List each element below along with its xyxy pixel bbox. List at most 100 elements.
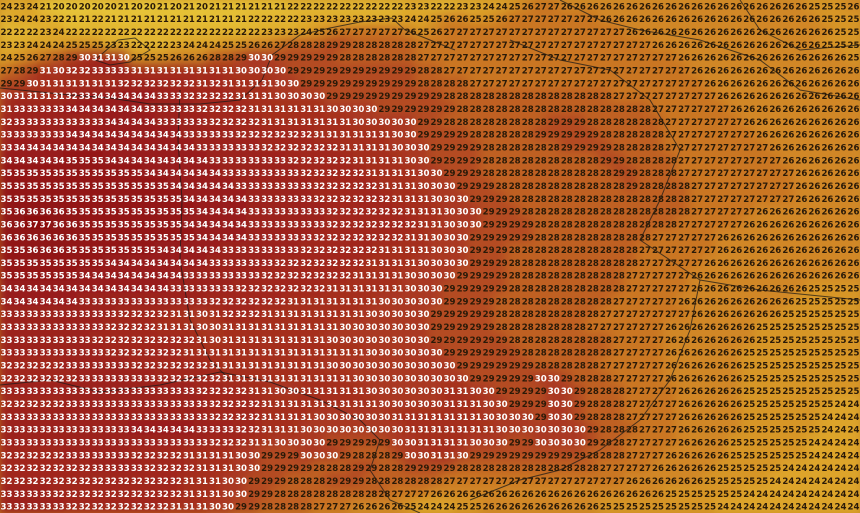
temp-label: 28: [535, 169, 547, 179]
temp-label: 29: [496, 233, 508, 243]
temp-label: 31: [339, 310, 351, 320]
temp-label: 27: [717, 131, 729, 141]
temp-label: 31: [365, 400, 377, 410]
temp-label: 31: [261, 374, 273, 384]
temp-label: 25: [769, 387, 781, 397]
temp-cell: [571, 10, 589, 28]
temp-label: 26: [808, 259, 820, 269]
temp-label: 28: [522, 208, 534, 218]
temp-label: 26: [522, 2, 534, 12]
temp-label: 33: [131, 387, 143, 397]
temp-label: 33: [53, 336, 65, 346]
temp-label: 27: [600, 67, 612, 77]
temp-label: 28: [600, 374, 612, 384]
temp-label: 27: [1, 67, 13, 77]
temp-label: 27: [535, 41, 547, 51]
temp-label: 29: [535, 413, 547, 423]
temp-label: 30: [457, 374, 469, 384]
temp-label: 36: [40, 246, 52, 256]
temp-label: 35: [92, 220, 104, 230]
temp-label: 27: [509, 54, 521, 64]
temp-label: 33: [183, 297, 195, 307]
temp-label: 33: [287, 246, 299, 256]
temp-label: 28: [626, 118, 638, 128]
temp-label: 30: [326, 413, 338, 423]
temp-cell: [649, 23, 667, 41]
temp-label: 21: [209, 2, 221, 12]
temp-label: 30: [444, 259, 456, 269]
temp-label: 35: [66, 246, 78, 256]
temp-label: 26: [404, 28, 416, 38]
temp-label: 31: [313, 362, 325, 372]
temp-label: 30: [313, 426, 325, 436]
temp-label: 32: [209, 374, 221, 384]
temp-label: 26: [782, 67, 794, 77]
temp-label: 26: [848, 143, 860, 153]
temp-label: 36: [53, 233, 65, 243]
temp-label: 28: [639, 118, 651, 128]
temp-label: 33: [118, 374, 130, 384]
temp-label: 27: [613, 92, 625, 102]
temp-label: 31: [404, 169, 416, 179]
temp-label: 28: [548, 336, 560, 346]
temp-cell: [467, 36, 485, 54]
temp-label: 34: [170, 143, 182, 153]
temp-label: 26: [821, 28, 833, 38]
temp-label: 28: [548, 220, 560, 230]
temp-label: 30: [431, 297, 443, 307]
temp-label: 20: [170, 2, 182, 12]
temp-label: 28: [613, 208, 625, 218]
temp-label: 30: [339, 413, 351, 423]
temp-label: 28: [535, 310, 547, 320]
temp-label: 32: [391, 208, 403, 218]
temp-label: 33: [261, 195, 273, 205]
temp-label: 30: [509, 426, 521, 436]
temp-label: 27: [665, 233, 677, 243]
temp-cell: [493, 23, 511, 41]
temp-label: 28: [665, 195, 677, 205]
temp-label: 27: [691, 182, 703, 192]
temp-label: 26: [639, 15, 651, 25]
temp-label: 26: [704, 323, 716, 333]
temp-label: 29: [522, 400, 534, 410]
temp-label: 25: [235, 41, 247, 51]
temp-label: 30: [483, 387, 495, 397]
temp-label: 27: [457, 67, 469, 77]
temp-label: 29: [457, 323, 469, 333]
temp-label: 26: [691, 374, 703, 384]
temp-label: 31: [352, 297, 364, 307]
temp-label: 29: [587, 143, 599, 153]
temp-label: 26: [795, 118, 807, 128]
temp-label: 28: [522, 92, 534, 102]
temp-label: 34: [222, 220, 234, 230]
temp-label: 35: [1, 169, 13, 179]
temp-label: 26: [678, 413, 690, 423]
temp-label: 26: [782, 272, 794, 282]
temp-label: 31: [40, 67, 52, 77]
temp-label: 33: [222, 246, 234, 256]
temp-label: 25: [795, 374, 807, 384]
temp-cell: [193, 36, 211, 54]
temp-label: 25: [848, 374, 860, 384]
temp-label: 34: [118, 92, 130, 102]
temp-label: 32: [274, 131, 286, 141]
temp-label: 25: [848, 41, 860, 51]
temp-label: 30: [404, 362, 416, 372]
temp-label: 27: [678, 233, 690, 243]
temp-label: 28: [352, 451, 364, 461]
temp-label: 32: [352, 169, 364, 179]
temp-label: 26: [808, 105, 820, 115]
temp-label: 26: [769, 67, 781, 77]
temp-label: 28: [626, 195, 638, 205]
temp-label: 28: [522, 143, 534, 153]
temp-label: 30: [313, 451, 325, 461]
temp-label: 31: [274, 323, 286, 333]
temp-label: 28: [639, 182, 651, 192]
temp-label: 28: [496, 118, 508, 128]
temp-label: 34: [14, 285, 26, 295]
temp-label: 33: [144, 297, 156, 307]
temp-label: 33: [40, 349, 52, 359]
temp-cell: [180, 49, 198, 67]
temp-label: 33: [196, 426, 208, 436]
temp-label: 33: [1, 131, 13, 141]
